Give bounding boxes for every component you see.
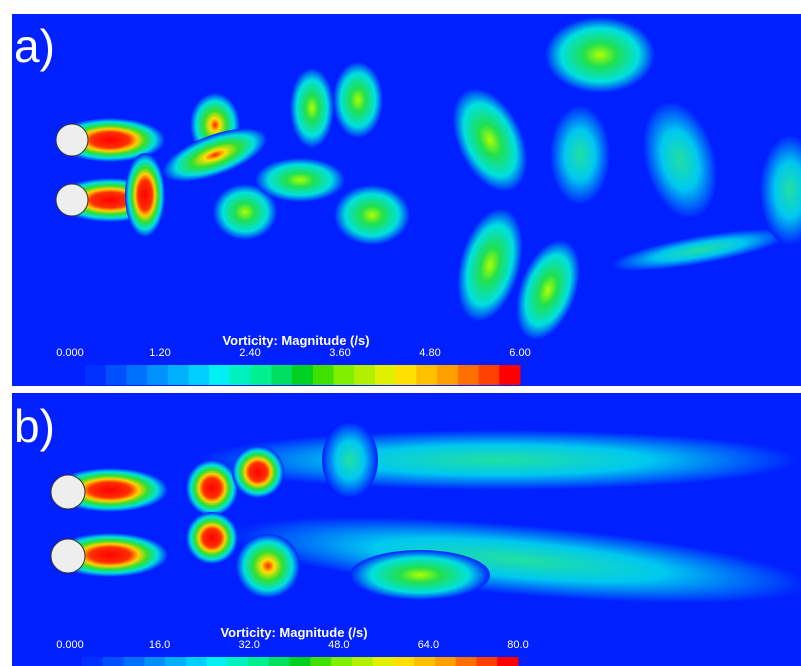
colorbar-swatch <box>476 657 497 666</box>
colorbar-swatch <box>435 657 456 666</box>
vortex <box>333 62 383 138</box>
vortex <box>550 105 610 205</box>
vortex <box>545 17 655 93</box>
colorbar-swatch <box>458 365 479 385</box>
vortex <box>186 460 238 516</box>
colorbar-tick-label: 3.60 <box>329 347 350 359</box>
vortex <box>125 153 165 237</box>
figure: a) Vorticity: Magnitude (/s) 0.000 1.20 2.… <box>0 0 801 666</box>
vortex <box>334 185 410 245</box>
colorbar-swatch <box>147 365 168 385</box>
colorbar-swatch <box>186 657 207 666</box>
colorbar-swatch <box>456 657 477 666</box>
colorbar-swatch <box>209 365 230 385</box>
colorbar-tick-label: 64.0 <box>418 639 439 651</box>
colorbar-swatch <box>126 365 147 385</box>
colorbar-tick-label: 4.80 <box>419 347 440 359</box>
vortex <box>236 534 300 598</box>
panel-a: a) Vorticity: Magnitude (/s) 0.000 1.20 2.… <box>12 14 801 386</box>
colorbar-swatch <box>82 657 103 666</box>
colorbar-swatch <box>292 365 313 385</box>
colorbar-swatch <box>479 365 500 385</box>
colorbar-swatch <box>165 657 186 666</box>
cylinder <box>56 184 88 216</box>
colorbar-swatch <box>103 657 124 666</box>
colorbar-title: Vorticity: Magnitude (/s) <box>222 333 369 348</box>
vortex <box>232 446 284 498</box>
colorbar-tick-label: 0.000 <box>56 347 84 359</box>
colorbar-swatch <box>144 657 165 666</box>
vortex <box>186 512 238 564</box>
colorbar-title: Vorticity: Magnitude (/s) <box>220 625 367 640</box>
colorbar-swatch <box>124 657 145 666</box>
colorbar-tick-label: 48.0 <box>328 639 349 651</box>
vortex <box>290 68 334 148</box>
colorbar-tick-label: 32.0 <box>238 639 259 651</box>
wake <box>200 430 800 490</box>
colorbar-swatch <box>375 365 396 385</box>
colorbar-swatch <box>352 657 373 666</box>
colorbar-swatch <box>414 657 435 666</box>
colorbar-swatch <box>313 365 334 385</box>
colorbar-swatch <box>248 657 269 666</box>
colorbar-swatch <box>416 365 437 385</box>
panel-b: b) Vorticity: Magnitude (/s) 0.000 16.0 32… <box>12 393 801 666</box>
colorbar-tick-label: 6.00 <box>509 347 530 359</box>
colorbar-tick-label: 2.40 <box>239 347 260 359</box>
panel-label: b) <box>14 400 55 452</box>
cylinder <box>56 124 88 156</box>
vortex <box>350 550 490 600</box>
vortex <box>255 158 345 202</box>
colorbar-swatch <box>290 657 311 666</box>
colorbar-tick-label: 16.0 <box>149 639 170 651</box>
colorbar-tick-label: 0.000 <box>56 639 84 651</box>
page: a) Vorticity: Magnitude (/s) 0.000 1.20 2.… <box>0 0 801 666</box>
panel-label: a) <box>14 20 55 72</box>
colorbar-swatch <box>334 365 355 385</box>
colorbar-swatch <box>331 657 352 666</box>
cylinder <box>51 475 85 509</box>
colorbar-swatch <box>354 365 375 385</box>
colorbar-swatch <box>207 657 228 666</box>
colorbar-swatch <box>437 365 458 385</box>
colorbar-swatch <box>227 657 248 666</box>
colorbar-swatch <box>396 365 417 385</box>
vortex <box>322 422 378 498</box>
colorbar-swatch <box>271 365 292 385</box>
colorbar-tick-label: 80.0 <box>507 639 528 651</box>
colorbar-tick-label: 1.20 <box>149 347 170 359</box>
colorbar-swatch <box>269 657 290 666</box>
colorbar-swatch <box>499 365 520 385</box>
colorbar-swatch <box>85 365 106 385</box>
colorbar-swatch <box>393 657 414 666</box>
cylinder <box>51 539 85 573</box>
colorbar-swatch <box>106 365 127 385</box>
colorbar-swatch <box>310 657 331 666</box>
colorbar-swatch <box>230 365 251 385</box>
colorbar-swatch <box>189 365 210 385</box>
colorbar-swatch <box>497 657 518 666</box>
colorbar-swatch <box>168 365 189 385</box>
colorbar-swatch <box>251 365 272 385</box>
colorbar-swatch <box>373 657 394 666</box>
